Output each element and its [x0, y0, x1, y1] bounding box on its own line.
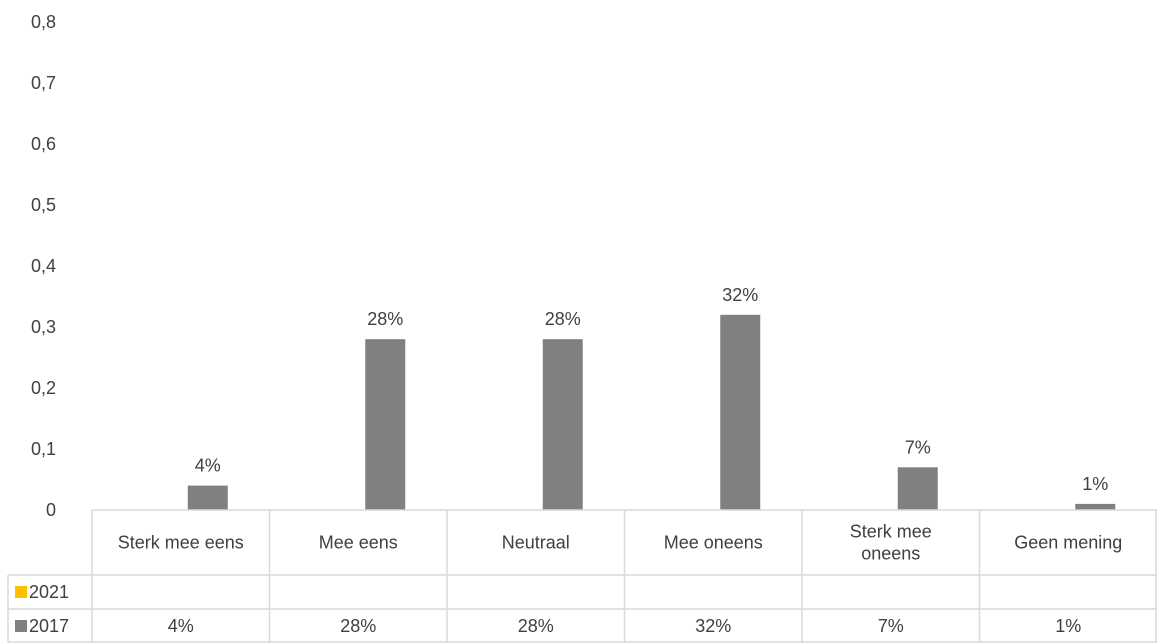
- legend-label: 2017: [29, 616, 69, 636]
- data-label: 28%: [545, 309, 581, 329]
- bar: [720, 314, 761, 510]
- legend-swatch: [15, 586, 27, 598]
- table-value: 4%: [168, 616, 194, 636]
- data-label: 4%: [195, 456, 221, 476]
- table-value: 28%: [340, 616, 376, 636]
- y-tick-label: 0,5: [31, 195, 56, 215]
- table-value: 28%: [518, 616, 554, 636]
- legend-swatch: [15, 620, 27, 632]
- y-tick-label: 0,3: [31, 317, 56, 337]
- table-value: 1%: [1055, 616, 1081, 636]
- bar: [187, 485, 228, 510]
- y-tick-label: 0: [46, 500, 56, 520]
- y-tick-label: 0,2: [31, 378, 56, 398]
- y-tick-label: 0,6: [31, 134, 56, 154]
- x-tick-label: Mee eens: [319, 533, 398, 553]
- x-tick-label: Neutraal: [502, 533, 570, 553]
- x-tick-label: oneens: [861, 544, 920, 564]
- bar: [1075, 503, 1116, 510]
- data-label: 28%: [367, 309, 403, 329]
- y-tick-label: 0,1: [31, 439, 56, 459]
- x-tick-label: Sterk mee eens: [118, 533, 244, 553]
- data-label: 1%: [1082, 474, 1108, 494]
- table-value: 7%: [878, 616, 904, 636]
- data-label: 7%: [905, 437, 931, 457]
- bar: [542, 339, 583, 510]
- y-tick-label: 0,4: [31, 256, 56, 276]
- data-label: 32%: [722, 285, 758, 305]
- legend-label: 2021: [29, 582, 69, 602]
- bar: [897, 467, 938, 510]
- x-tick-label: Mee oneens: [664, 533, 763, 553]
- table-value: 32%: [695, 616, 731, 636]
- bar: [365, 339, 406, 510]
- x-tick-label: Geen mening: [1014, 533, 1122, 553]
- x-tick-label: Sterk mee: [850, 522, 932, 542]
- y-tick-label: 0,8: [31, 12, 56, 32]
- y-tick-label: 0,7: [31, 73, 56, 93]
